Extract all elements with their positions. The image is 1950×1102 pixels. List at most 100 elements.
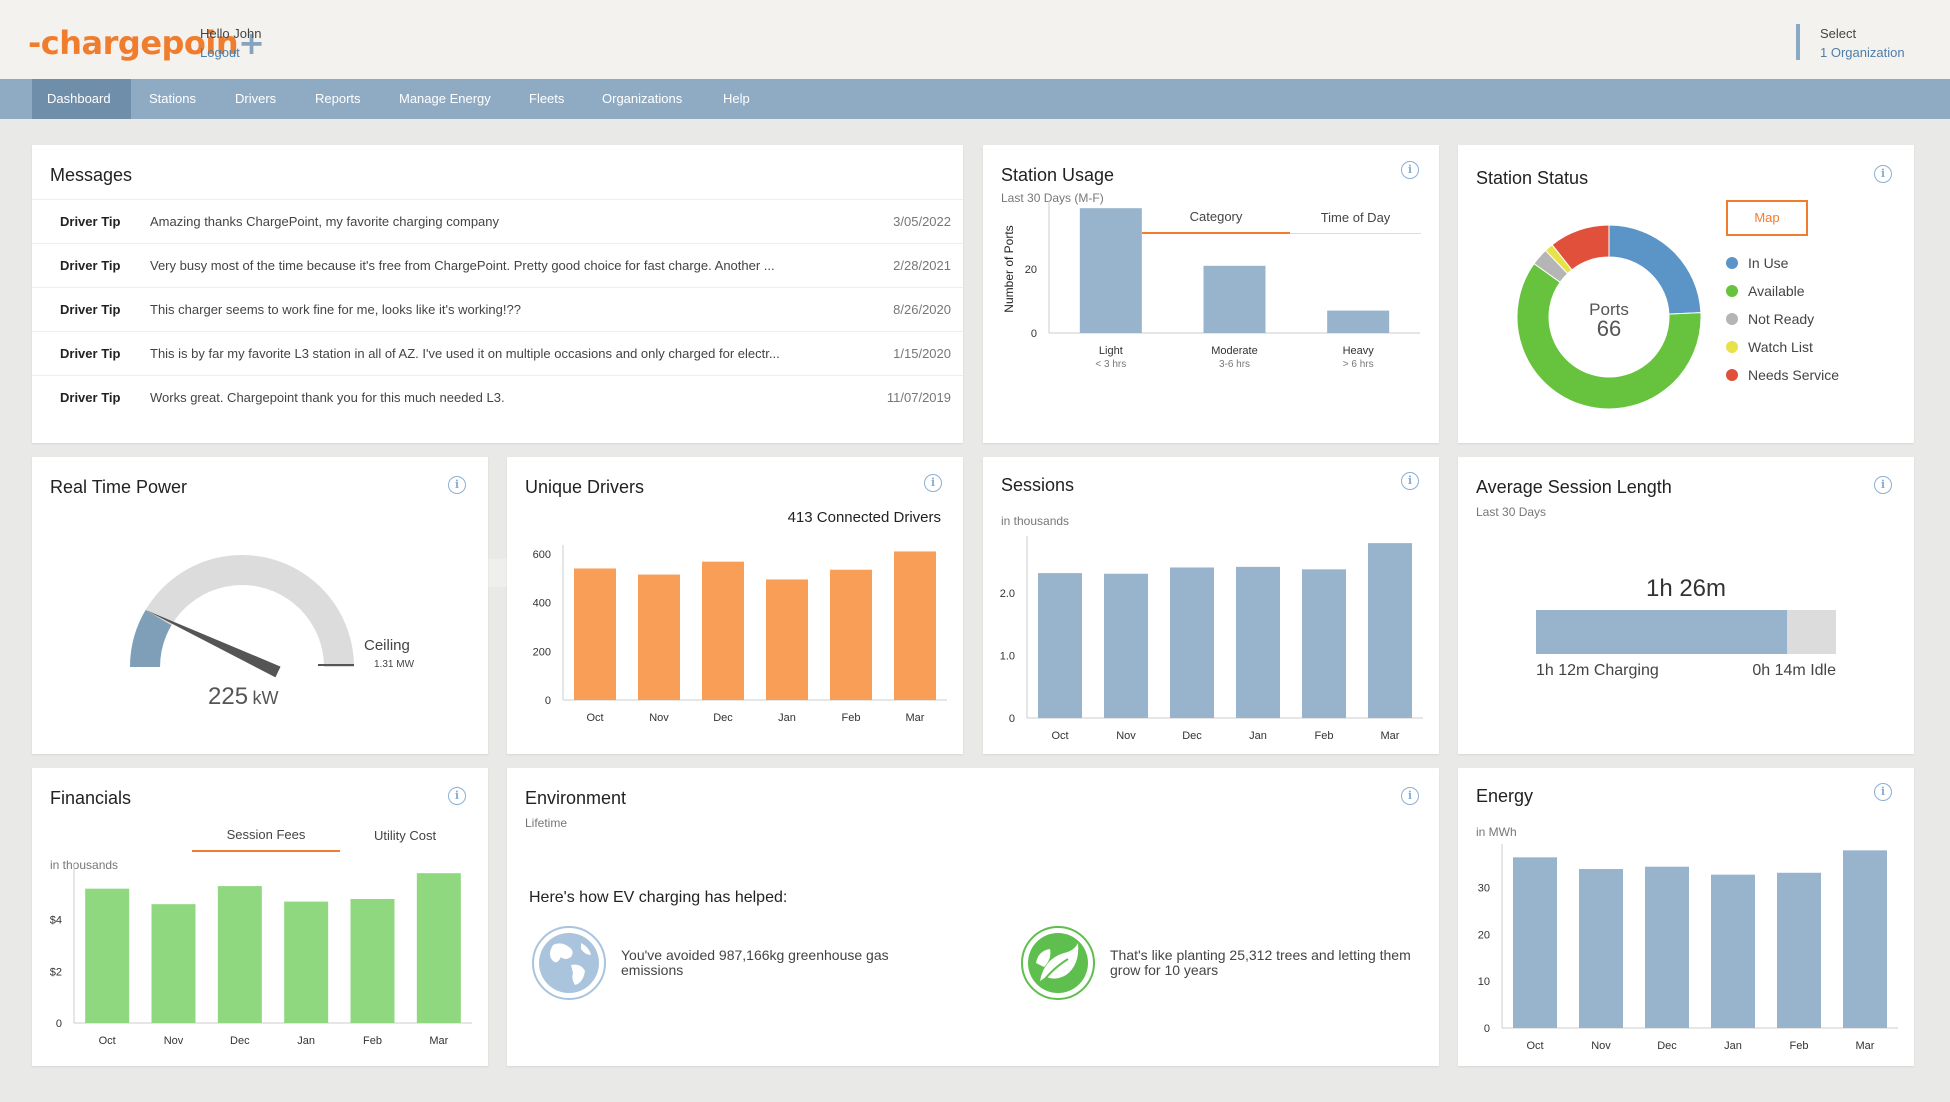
financials-card: Financials i Session Fees Utility Cost i… <box>32 768 488 1066</box>
donut-slice <box>1551 224 1610 271</box>
nav-manage-energy[interactable]: Manage Energy <box>399 91 491 106</box>
org-count-link[interactable]: 1 Organization <box>1820 45 1905 60</box>
bar <box>1170 567 1214 718</box>
legend-in-use: In Use <box>1726 255 1788 271</box>
info-icon[interactable]: i <box>1401 161 1419 179</box>
tab-time-of-day[interactable]: Time of Day <box>1320 210 1391 225</box>
bar <box>284 901 329 1023</box>
tab-session-fees[interactable]: Session Fees <box>192 827 340 852</box>
message-row[interactable]: Driver Tip Amazing thanks ChargePoint, my… <box>32 199 963 243</box>
nav-drivers[interactable]: Drivers <box>235 91 277 106</box>
y-tick-label: 20 <box>1025 264 1037 276</box>
ghg-statement: You've avoided 987,166kg greenhouse gas … <box>621 947 889 978</box>
card-title: Station Status <box>1476 168 1589 188</box>
x-tick-label: Oct <box>586 712 603 724</box>
connected-drivers-count: 413 Connected Drivers <box>787 509 941 526</box>
card-title: Sessions <box>1001 475 1075 495</box>
message-row[interactable]: Driver Tip Works great. Chargepoint thank… <box>32 375 963 419</box>
y-tick-label: 10 <box>1478 976 1490 988</box>
legend-dot <box>1726 257 1738 269</box>
trees-statement: That's like planting 25,312 trees and le… <box>1110 947 1411 978</box>
real-time-power-card: Real Time Power i Ceiling 1.31 MW 225 kW <box>32 457 488 754</box>
donut-center-value: 66 <box>1597 316 1621 341</box>
nav-reports[interactable]: Reports <box>315 91 361 106</box>
info-icon[interactable]: i <box>1874 476 1892 494</box>
bar <box>1203 265 1266 333</box>
y-tick-label: 200 <box>533 646 551 658</box>
legend-not-ready: Not Ready <box>1726 311 1814 327</box>
info-icon[interactable]: i <box>1874 165 1892 183</box>
bar <box>830 569 872 700</box>
message-row[interactable]: Driver Tip This is by far my favorite L3 … <box>32 331 963 375</box>
tab-utility-cost[interactable]: Utility Cost <box>373 828 437 843</box>
tab-category[interactable]: Category <box>1142 209 1290 234</box>
energy-card: Energy in MWh i 0 10 20 30 Oct Nov Dec Jan Feb Ma… <box>1458 768 1914 1066</box>
ceiling-value: 1.31 MW <box>374 659 415 670</box>
session-length-total: 1h 26m <box>1645 575 1727 602</box>
energy-chart: 0 10 20 30 Oct Nov Dec Jan Feb Mar <box>1478 844 1898 1052</box>
bar <box>894 551 936 700</box>
info-icon[interactable]: i <box>1401 787 1419 805</box>
sessions-card: Sessions in thousands i 0 1.0 2.0 Oct Nov Dec… <box>983 457 1439 754</box>
info-icon[interactable]: i <box>448 787 466 805</box>
x-tick-label: Dec <box>230 1035 250 1047</box>
x-tick-label: Nov <box>164 1035 184 1047</box>
x-tick-sublabel: > 6 hrs <box>1343 359 1374 370</box>
x-tick-label: Jan <box>297 1035 315 1047</box>
y-tick-label: 0 <box>1031 328 1037 340</box>
message-row[interactable]: Driver Tip This charger seems to work fin… <box>32 287 963 331</box>
bar <box>1038 573 1082 718</box>
card-title: Messages <box>50 165 133 185</box>
x-tick-label: Feb <box>842 712 861 724</box>
bar <box>350 899 395 1023</box>
y-axis-label: Number of Ports <box>1002 225 1016 312</box>
legend-watch-list: Watch List <box>1726 339 1813 355</box>
y-tick-label: 400 <box>533 598 551 610</box>
messages-card: Messages Driver Tip Amazing thanks Charge… <box>32 145 963 587</box>
power-readout: 225 kW <box>208 683 279 710</box>
card-title: Real Time Power <box>50 477 188 497</box>
nav-dashboard[interactable]: Dashboard <box>32 79 131 119</box>
info-icon[interactable]: i <box>448 476 466 494</box>
legend-dot <box>1726 341 1738 353</box>
x-tick-label: Oct <box>1526 1040 1543 1052</box>
x-tick-label: Mar <box>1381 730 1400 742</box>
idle-time: 0h 14m Idle <box>1752 662 1836 679</box>
x-tick-label: Mar <box>906 712 925 724</box>
message-row[interactable]: Driver Tip Very busy most of the time bec… <box>32 243 963 287</box>
bar <box>1079 208 1142 333</box>
nav-fleets[interactable]: Fleets <box>529 91 565 106</box>
bar <box>766 579 808 700</box>
gauge-fill <box>130 609 172 667</box>
chargepoint-logo[interactable]: -chargepoin+ <box>28 24 265 62</box>
y-tick-label: $4 <box>50 915 62 927</box>
card-title: Financials <box>50 788 132 808</box>
info-icon[interactable]: i <box>924 474 942 492</box>
bar <box>151 904 196 1023</box>
x-tick-label: Feb <box>1790 1040 1809 1052</box>
info-icon[interactable]: i <box>1401 472 1419 490</box>
x-tick-label: Feb <box>1315 730 1334 742</box>
main-nav: Dashboard Stations Drivers Reports Manag… <box>0 79 1950 119</box>
legend-dot <box>1726 369 1738 381</box>
unique-drivers-chart: 0 200 400 600 Oct Nov Dec Jan Feb Mar <box>533 545 947 724</box>
card-subtitle: Lifetime <box>525 816 568 830</box>
map-button[interactable]: Map <box>1726 200 1808 236</box>
org-select-label[interactable]: Select <box>1820 26 1857 41</box>
donut-slice <box>1516 262 1702 410</box>
bar <box>1368 543 1412 718</box>
card-subtitle: Last 30 Days <box>1476 505 1547 519</box>
station-status-card: Station Status i Ports 66 In Use Availabl… <box>1458 145 1914 443</box>
bar <box>1711 874 1755 1028</box>
nav-organizations[interactable]: Organizations <box>602 91 683 106</box>
info-icon[interactable]: i <box>1874 783 1892 801</box>
x-tick-sublabel: < 3 hrs <box>1095 359 1126 370</box>
x-tick-label: Moderate <box>1211 345 1257 357</box>
nav-stations[interactable]: Stations <box>149 91 196 106</box>
legend-dot <box>1726 285 1738 297</box>
card-title: Station Usage <box>1001 165 1115 185</box>
y-tick-label: 0 <box>545 695 551 707</box>
logout-link[interactable]: Logout <box>200 45 240 60</box>
nav-help[interactable]: Help <box>723 91 750 106</box>
bar <box>638 574 680 700</box>
